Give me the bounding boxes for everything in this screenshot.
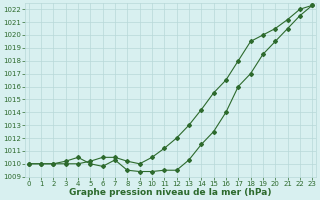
X-axis label: Graphe pression niveau de la mer (hPa): Graphe pression niveau de la mer (hPa): [69, 188, 272, 197]
